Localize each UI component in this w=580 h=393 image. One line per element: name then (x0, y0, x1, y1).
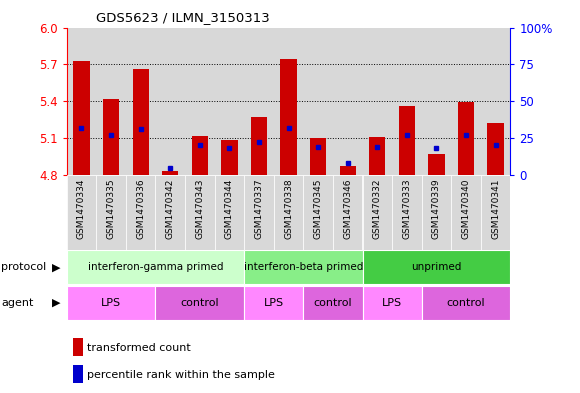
Bar (103, 99, 119, 175)
Text: LPS: LPS (382, 298, 402, 308)
Bar (96, 28, 126, 175)
Bar (303, 175, 333, 250)
Bar (392, 175, 422, 250)
Text: ▶: ▶ (52, 262, 61, 272)
Bar (244, 286, 303, 320)
Text: GSM1470337: GSM1470337 (255, 178, 263, 239)
Text: GSM1470343: GSM1470343 (195, 178, 204, 239)
Bar (67, 175, 96, 250)
Text: GSM1470340: GSM1470340 (462, 178, 470, 239)
Text: agent: agent (1, 298, 34, 308)
Text: GSM1470345: GSM1470345 (314, 178, 322, 239)
Text: control: control (180, 298, 219, 308)
Text: control: control (314, 298, 352, 308)
Text: transformed count: transformed count (87, 343, 191, 353)
Bar (67, 28, 96, 175)
Bar (251, 117, 267, 175)
Bar (126, 175, 155, 250)
Bar (392, 28, 422, 175)
Bar (422, 286, 510, 320)
Bar (310, 138, 327, 175)
Bar (280, 59, 297, 175)
Bar (274, 175, 303, 250)
Text: unprimed: unprimed (411, 262, 462, 272)
Bar (451, 175, 481, 250)
Text: ▶: ▶ (52, 298, 61, 308)
Bar (303, 286, 362, 320)
Bar (162, 171, 179, 175)
Bar (221, 140, 238, 175)
Bar (451, 28, 481, 175)
Text: GDS5623 / ILMN_3150313: GDS5623 / ILMN_3150313 (96, 11, 270, 24)
Bar (333, 175, 362, 250)
Text: interferon-gamma primed: interferon-gamma primed (88, 262, 223, 272)
Text: protocol: protocol (1, 262, 46, 272)
Bar (333, 28, 362, 175)
Bar (487, 123, 504, 175)
Bar (362, 286, 422, 320)
Bar (481, 175, 510, 250)
Text: GSM1470335: GSM1470335 (107, 178, 115, 239)
Bar (126, 28, 155, 175)
Text: GSM1470344: GSM1470344 (225, 178, 234, 239)
Bar (369, 137, 386, 175)
Bar (303, 28, 333, 175)
Bar (185, 175, 215, 250)
Bar (458, 103, 474, 175)
Text: GSM1470339: GSM1470339 (432, 178, 441, 239)
Text: GSM1470332: GSM1470332 (373, 178, 382, 239)
Bar (244, 175, 274, 250)
Bar (215, 175, 244, 250)
Text: GSM1470341: GSM1470341 (491, 178, 500, 239)
Text: GSM1470336: GSM1470336 (136, 178, 145, 239)
Text: GSM1470338: GSM1470338 (284, 178, 293, 239)
Bar (96, 175, 126, 250)
Bar (362, 28, 392, 175)
Bar (362, 175, 392, 250)
Bar (244, 28, 274, 175)
Bar (362, 250, 510, 284)
Text: interferon-beta primed: interferon-beta primed (244, 262, 363, 272)
Bar (274, 28, 303, 175)
Bar (428, 154, 445, 175)
Bar (155, 175, 185, 250)
Bar (185, 28, 215, 175)
Bar (339, 166, 356, 175)
Text: control: control (447, 298, 485, 308)
Bar (155, 28, 185, 175)
Text: LPS: LPS (101, 298, 121, 308)
Bar (67, 250, 244, 284)
Text: GSM1470333: GSM1470333 (403, 178, 411, 239)
Bar (422, 28, 451, 175)
Bar (191, 136, 208, 175)
Bar (132, 69, 149, 175)
Bar (73, 61, 90, 175)
Bar (422, 175, 451, 250)
Text: LPS: LPS (264, 298, 284, 308)
Bar (398, 106, 415, 175)
Text: GSM1470346: GSM1470346 (343, 178, 352, 239)
Bar (155, 286, 244, 320)
Text: GSM1470342: GSM1470342 (166, 178, 175, 239)
Text: percentile rank within the sample: percentile rank within the sample (87, 370, 275, 380)
Bar (215, 28, 244, 175)
Bar (67, 286, 155, 320)
Bar (481, 28, 510, 175)
Text: GSM1470334: GSM1470334 (77, 178, 86, 239)
Bar (244, 250, 362, 284)
